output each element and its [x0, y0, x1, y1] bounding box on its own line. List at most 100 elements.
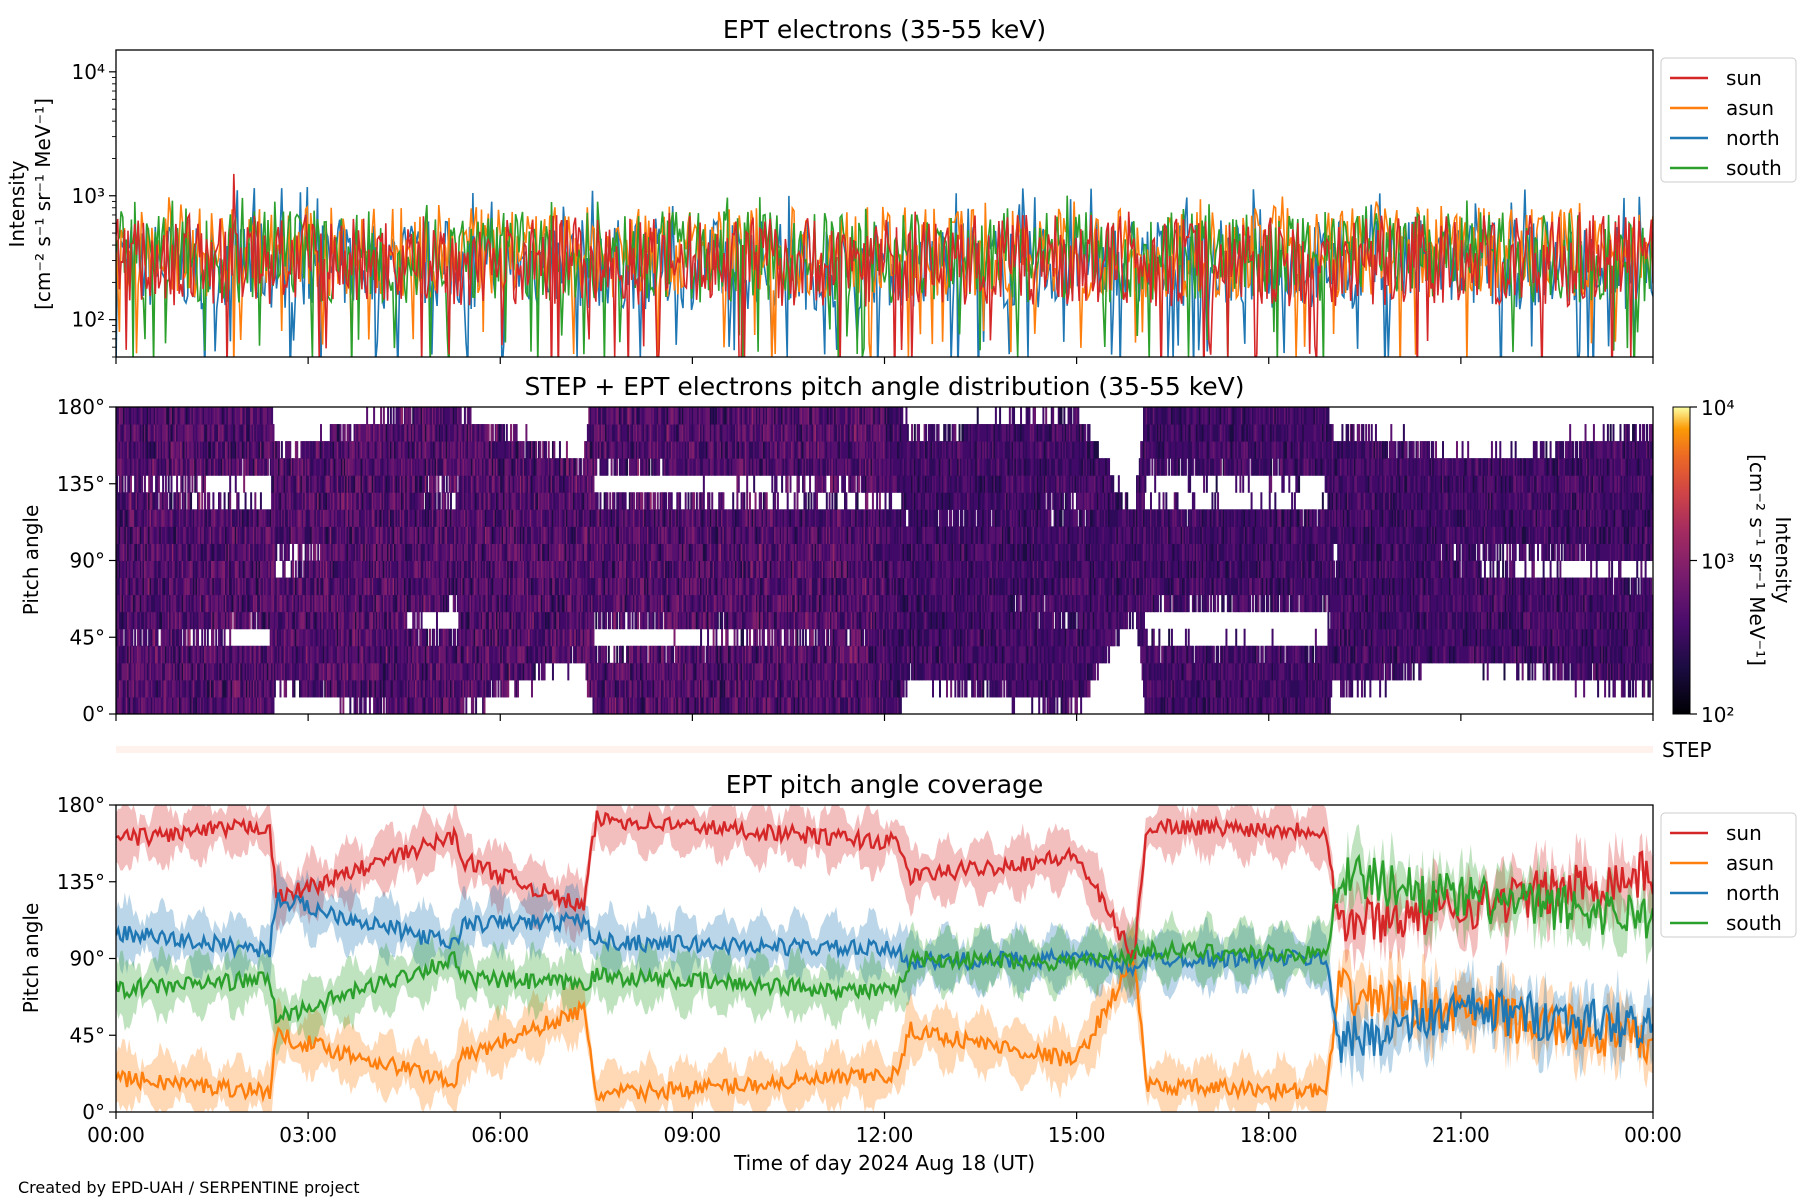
heat-cell — [156, 611, 159, 630]
heat-cell — [190, 577, 193, 596]
heat-cell — [310, 543, 313, 561]
heat-cell — [166, 662, 169, 681]
heat-cell — [234, 475, 237, 493]
heat-cell — [120, 560, 123, 579]
heat-cell — [155, 679, 158, 698]
heat-cell — [491, 424, 494, 442]
heat-cell — [187, 509, 190, 527]
heat-cell — [160, 577, 163, 596]
heat-cell — [533, 662, 536, 681]
heat-cell — [121, 679, 124, 698]
heat-cell — [173, 577, 176, 596]
heat-cell — [160, 441, 163, 459]
heat-cell — [153, 696, 156, 714]
heat-cell — [190, 543, 193, 561]
heat-cell — [135, 594, 138, 613]
heat-cell — [413, 611, 416, 630]
heat-cell — [195, 475, 198, 493]
heat-cell — [183, 509, 186, 527]
heat-cell — [166, 458, 169, 476]
heat-cell — [187, 560, 190, 579]
heat-cell — [120, 645, 123, 664]
heat-cell — [120, 407, 123, 425]
heat-cell — [164, 696, 167, 714]
heat-cell — [160, 560, 163, 579]
heat-cell — [174, 679, 177, 698]
heat-cell — [127, 543, 130, 561]
heat-cell — [116, 645, 118, 664]
heat-cell — [152, 526, 155, 544]
heat-cell — [170, 407, 173, 425]
heat-cell — [157, 662, 160, 681]
heat-cell — [183, 560, 186, 579]
heat-cell — [156, 407, 159, 425]
heat-cell — [475, 696, 478, 714]
heat-cell — [141, 424, 144, 442]
heat-cell — [139, 662, 142, 681]
heat-cell — [155, 458, 158, 476]
heat-cell — [150, 407, 153, 425]
heat-cell — [127, 560, 130, 579]
heat-cell — [122, 526, 125, 544]
heat-cell — [143, 407, 146, 425]
heat-cell — [153, 662, 156, 681]
heat-cell — [254, 492, 257, 510]
heat-cell — [132, 441, 135, 459]
heat-cell — [184, 526, 187, 544]
heat-cell — [117, 679, 120, 698]
heat-cell — [300, 543, 303, 561]
heat-cell — [405, 611, 408, 630]
heat-cell — [162, 628, 165, 647]
heat-cell — [170, 475, 173, 493]
heat-cell — [173, 628, 176, 647]
heat-cell — [135, 475, 138, 493]
heat-cell — [180, 662, 183, 681]
heat-cell — [373, 407, 376, 425]
heat-cell — [272, 424, 275, 442]
p1-legend-label-south: south — [1726, 156, 1782, 180]
heat-cell — [128, 407, 131, 425]
heat-cell — [122, 509, 125, 527]
heat-cell — [169, 560, 172, 579]
heat-cell — [184, 424, 187, 442]
heat-cell — [128, 611, 131, 630]
heat-cell — [469, 407, 472, 425]
heat-cell — [170, 492, 173, 510]
heat-cell — [162, 679, 165, 698]
heat-cell — [121, 611, 124, 630]
heat-cell — [428, 628, 431, 647]
heat-cell — [177, 492, 180, 510]
heat-cell — [166, 543, 169, 561]
heat-cell — [160, 628, 163, 647]
heat-cell — [131, 560, 134, 579]
heat-cell — [188, 594, 191, 613]
heat-cell — [125, 492, 128, 510]
heat-cell — [174, 577, 177, 596]
heat-cell — [435, 628, 438, 647]
heat-cell — [149, 577, 152, 596]
heat-cell — [181, 645, 184, 664]
heat-cell — [272, 696, 275, 714]
heat-cell — [152, 679, 155, 698]
heat-cell — [184, 611, 187, 630]
heat-cell — [465, 696, 468, 714]
heat-cell — [162, 441, 165, 459]
heat-cell — [138, 645, 141, 664]
heat-cell — [143, 696, 146, 714]
heat-cell — [134, 509, 137, 527]
heat-cell — [153, 560, 156, 579]
heat-cell — [149, 526, 152, 544]
heat-cell — [153, 611, 156, 630]
heat-cell — [171, 543, 174, 561]
heat-cell — [124, 696, 127, 714]
heat-cell — [141, 662, 144, 681]
heat-cell — [139, 611, 142, 630]
heat-cell — [187, 543, 190, 561]
heat-cell — [118, 407, 121, 425]
heat-cell — [171, 441, 174, 459]
heat-cell — [117, 492, 120, 510]
heat-cell — [131, 458, 134, 476]
heat-cell — [127, 696, 130, 714]
heat-cell — [142, 526, 145, 544]
heat-cell — [157, 679, 160, 698]
